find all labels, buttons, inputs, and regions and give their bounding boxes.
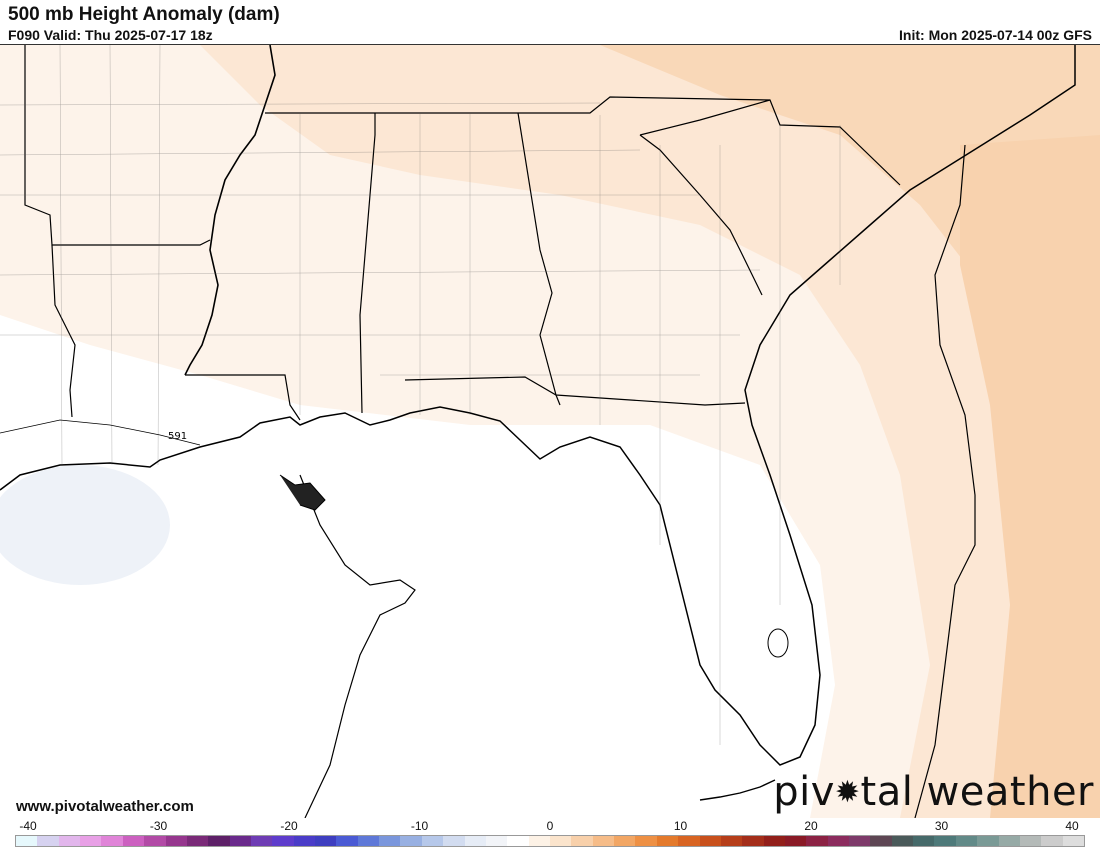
colorbar-swatch: [720, 836, 743, 846]
colorbar-swatch: [229, 836, 251, 846]
colorbar-tick-label: 30: [934, 819, 949, 833]
colorbar-swatch: [1062, 836, 1084, 846]
colorbar-swatch: [827, 836, 850, 846]
colorbar-swatch: [336, 836, 358, 846]
colorbar-swatch: [208, 836, 230, 846]
colorbar-swatch: [1019, 836, 1042, 846]
colorbar-swatch: [101, 836, 123, 846]
height-contour-offshore: [914, 144, 976, 818]
colorbar-swatch: [144, 836, 166, 846]
colorbar-swatch: [186, 836, 209, 846]
colorbar-swatch: [998, 836, 1020, 846]
mississippi-river: [184, 45, 276, 376]
colorbar-swatch: [763, 836, 785, 846]
colorbar-swatch: [421, 836, 444, 846]
colorbar-swatch: [272, 836, 294, 846]
colorbar-tick-label: -10: [410, 819, 429, 833]
colorbar-tick-label: -20: [280, 819, 298, 833]
western-gulf-outline: [299, 474, 416, 818]
colorbar-swatch: [977, 836, 999, 846]
colorbar-swatch: [656, 836, 679, 846]
colorbar-swatch: [549, 836, 572, 846]
colorbar-labels: -40 -30 -20 -10 0 10 20 30 40: [0, 819, 1100, 833]
site-url[interactable]: www.pivotalweather.com: [16, 798, 194, 815]
colorbar-swatch: [913, 836, 935, 846]
colorbar: [15, 835, 1085, 847]
contour-label-591: 591: [168, 431, 187, 442]
colorbar-swatch: [806, 836, 828, 846]
colorbar-tick-label: -40: [19, 819, 37, 833]
colorbar-tick-label: 40: [1065, 819, 1079, 833]
colorbar-swatch: [80, 836, 102, 846]
colorbar-swatch: [592, 836, 615, 846]
colorbar-swatch: [379, 836, 401, 846]
colorbar-tick-label: 0: [546, 819, 554, 833]
anomaly-shade-negative: [0, 465, 170, 585]
colorbar-tick-label: 20: [804, 819, 818, 833]
colorbar-swatch: [870, 836, 892, 846]
colorbar-swatch: [784, 836, 807, 846]
anomaly-shade-offshore: [960, 135, 1100, 818]
colorbar-swatch: [1041, 836, 1063, 846]
colorbar-swatch: [849, 836, 871, 846]
map-canvas[interactable]: 591 www.pivotalweather.com piv✹tal weath…: [0, 44, 1100, 818]
mississippi-delta: [279, 474, 326, 511]
colorbar-swatch: [528, 836, 550, 846]
colorbar-swatch: [250, 836, 273, 846]
colorbar-swatch: [315, 836, 337, 846]
colorbar-swatch: [165, 836, 187, 846]
pivotal-weather-logo: piv✹tal weather: [773, 769, 1094, 815]
init-time: Init: Mon 2025-07-14 00z GFS: [899, 27, 1092, 43]
colorbar-tick-label: 10: [673, 819, 688, 833]
valid-time: F090 Valid: Thu 2025-07-17 18z: [8, 27, 213, 43]
logo-sun-icon: ✹: [834, 775, 861, 810]
colorbar-swatch: [464, 836, 486, 846]
colorbar-swatch: [699, 836, 721, 846]
florida-keys: [699, 779, 776, 801]
colorbar-swatch: [507, 836, 529, 846]
lake-okeechobee: [767, 628, 789, 658]
colorbar-swatch: [614, 836, 636, 846]
colorbar-swatch: [357, 836, 380, 846]
colorbar-swatch: [742, 836, 764, 846]
map-svg: 591: [0, 45, 1100, 818]
colorbar-swatch: [58, 836, 81, 846]
colorbar-swatch: [485, 836, 508, 846]
anomaly-shade-mid: [200, 45, 1100, 818]
colorbar-swatch: [678, 836, 700, 846]
colorbar-swatch: [955, 836, 978, 846]
colorbar-swatch: [443, 836, 465, 846]
colorbar-swatch: [16, 836, 38, 846]
header: 500 mb Height Anomaly (dam) F090 Valid: …: [0, 0, 1100, 44]
colorbar-swatch: [293, 836, 316, 846]
colorbar-swatch: [37, 836, 59, 846]
county-lines: [0, 45, 841, 745]
colorbar-swatch: [400, 836, 422, 846]
height-contour-591: [0, 419, 201, 446]
state-borders: [24, 45, 901, 421]
colorbar-swatch: [635, 836, 657, 846]
colorbar-swatch: [891, 836, 914, 846]
colorbar-swatch: [122, 836, 145, 846]
logo-text-right: tal weather: [860, 769, 1094, 815]
colorbar-tick-label: -30: [149, 819, 168, 833]
colorbar-swatch: [934, 836, 956, 846]
logo-text-left: piv: [773, 769, 835, 815]
coastline: [0, 45, 1076, 766]
colorbar-swatch: [571, 836, 593, 846]
map-title: 500 mb Height Anomaly (dam): [8, 4, 280, 25]
